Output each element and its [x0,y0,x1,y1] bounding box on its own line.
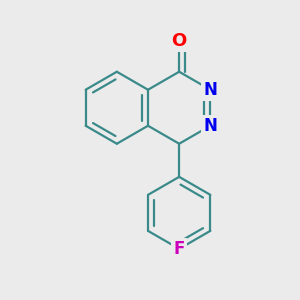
Text: N: N [203,117,217,135]
Text: F: F [173,240,185,258]
Text: O: O [172,32,187,50]
Text: N: N [203,81,217,99]
